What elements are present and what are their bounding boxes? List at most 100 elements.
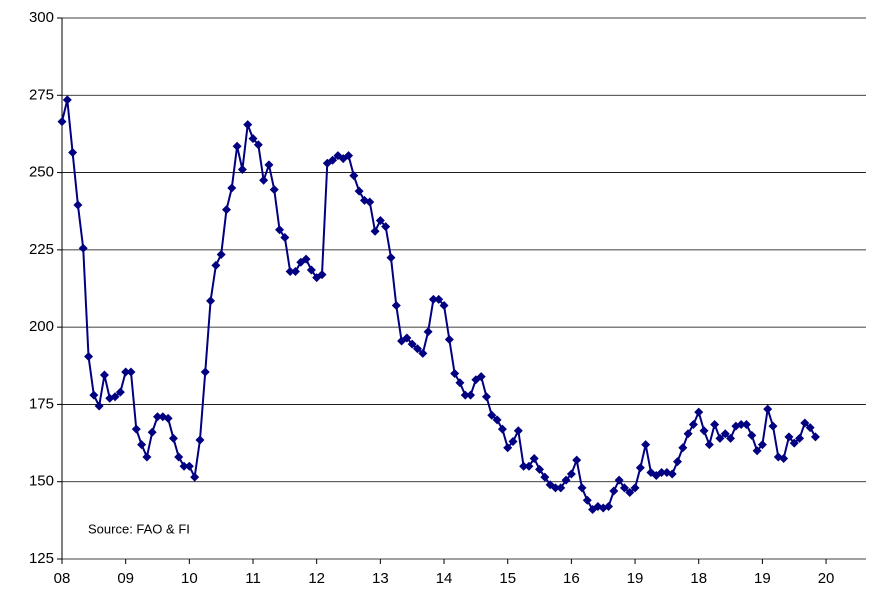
point-marker [795, 433, 805, 443]
annotation: Source: FAO & FI [88, 521, 190, 536]
point-marker [147, 427, 157, 437]
point-marker [179, 461, 189, 471]
x-tick-label: 13 [372, 570, 389, 587]
point-marker [667, 469, 677, 479]
point-marker [710, 420, 720, 430]
point-marker [365, 197, 375, 207]
x-tick-label: 08 [54, 570, 71, 587]
point-marker [232, 141, 242, 151]
point-marker [243, 120, 253, 130]
point-marker [57, 117, 67, 127]
point-marker [720, 429, 730, 439]
x-tick-label: 16 [563, 570, 580, 587]
point-marker [89, 390, 99, 400]
point-marker [466, 390, 476, 400]
point-marker [694, 407, 704, 417]
point-marker [349, 171, 359, 181]
point-marker [137, 440, 147, 450]
point-marker [566, 469, 576, 479]
point-marker [529, 454, 539, 464]
point-marker [704, 440, 714, 450]
point-marker [328, 155, 338, 165]
point-marker [413, 344, 423, 354]
x-tick-label: 09 [117, 570, 134, 587]
point-marker [736, 420, 746, 430]
point-marker [450, 369, 460, 379]
point-marker [110, 392, 120, 402]
point-marker [221, 205, 231, 215]
point-marker [200, 367, 210, 377]
point-marker [253, 140, 263, 150]
point-marker [497, 424, 507, 434]
point-marker [508, 437, 518, 447]
point-marker [726, 433, 736, 443]
point-marker [619, 483, 629, 493]
point-marker [375, 215, 385, 225]
point-marker [344, 151, 354, 161]
point-marker [609, 486, 619, 496]
point-marker [657, 467, 667, 477]
y-tick-label: 250 [29, 164, 54, 181]
point-marker [784, 432, 794, 442]
point-marker [577, 483, 587, 493]
point-marker [317, 270, 327, 280]
point-marker [216, 249, 226, 259]
point-marker [550, 483, 560, 493]
x-tick-label: 10 [181, 570, 198, 587]
point-marker [142, 452, 152, 462]
point-marker [688, 420, 698, 430]
point-marker [280, 232, 290, 242]
point-marker [386, 253, 396, 263]
point-marker [513, 426, 523, 436]
point-marker [757, 440, 767, 450]
point-marker [84, 352, 94, 362]
series-line [61, 99, 817, 511]
point-marker [481, 392, 491, 402]
point-marker [476, 372, 486, 382]
point-marker [699, 426, 709, 436]
point-marker [73, 200, 83, 210]
y-tick-label: 275 [29, 86, 54, 103]
point-marker [630, 483, 640, 493]
point-marker [434, 294, 444, 304]
point-marker [747, 430, 757, 440]
x-tick-label: 20 [818, 570, 835, 587]
point-marker [418, 348, 428, 358]
x-tick-label: 15 [499, 570, 516, 587]
point-marker [779, 454, 789, 464]
point-marker [635, 463, 645, 473]
point-marker [614, 475, 624, 485]
point-marker [259, 175, 269, 185]
point-marker [115, 387, 125, 397]
point-marker [354, 186, 364, 196]
y-tick-label: 175 [29, 395, 54, 412]
point-marker [285, 266, 295, 276]
x-tick-label: 12 [308, 570, 325, 587]
point-marker [131, 424, 141, 434]
point-marker [428, 294, 438, 304]
point-marker [301, 254, 311, 264]
point-marker [683, 429, 693, 439]
point-marker [370, 226, 380, 236]
point-marker [402, 333, 412, 343]
point-marker [174, 452, 184, 462]
point-marker [625, 488, 635, 498]
point-marker [768, 421, 778, 431]
y-tick-label: 225 [29, 241, 54, 258]
point-marker [94, 401, 104, 411]
point-marker [126, 367, 136, 377]
point-marker [211, 260, 221, 270]
x-tick-label: 19 [627, 570, 644, 587]
point-marker [190, 472, 200, 482]
point-marker [237, 164, 247, 174]
point-marker [391, 301, 401, 311]
point-marker [604, 501, 614, 511]
point-marker [789, 438, 799, 448]
point-marker [487, 410, 497, 420]
x-tick-label: 11 [245, 570, 261, 587]
point-marker [741, 420, 751, 430]
point-marker [184, 461, 194, 471]
point-marker [269, 185, 279, 195]
point-marker [306, 265, 316, 275]
point-marker [264, 160, 274, 170]
